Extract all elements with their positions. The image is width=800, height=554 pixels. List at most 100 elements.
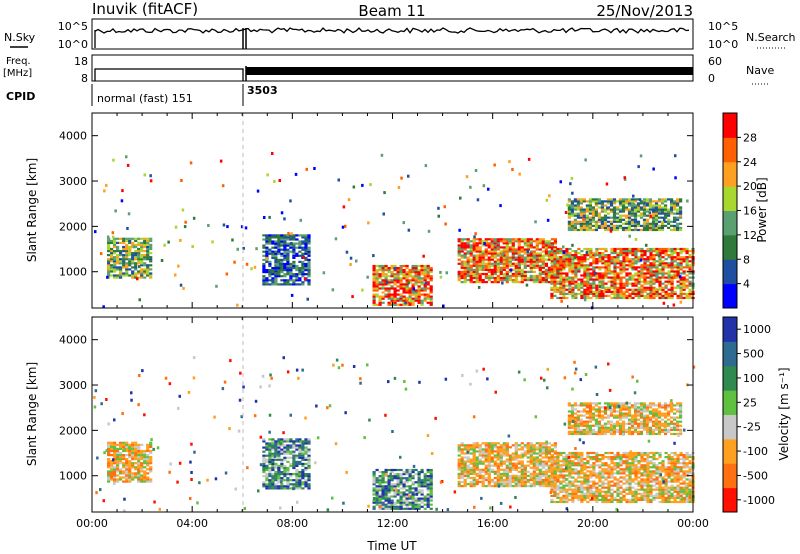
echo-cell: [640, 250, 644, 253]
echo-cell: [390, 503, 394, 506]
echo-cell: [612, 198, 617, 201]
echo-cell: [271, 254, 275, 257]
echo-cell: [381, 495, 385, 498]
echo-cell: [634, 237, 638, 241]
echo-cell: [286, 487, 290, 490]
echo-cell: [268, 442, 272, 445]
echo-cell: [302, 256, 305, 259]
echo-cell: [107, 441, 111, 444]
echo-cell: [598, 480, 602, 483]
echo-cell: [417, 289, 421, 292]
echo-cell: [402, 264, 406, 268]
echo-cell: [344, 224, 347, 228]
echo-cell: [469, 470, 473, 473]
echo-cell: [146, 245, 150, 249]
echo-cell: [544, 474, 548, 477]
echo-cell: [592, 292, 596, 295]
echo-cell: [487, 448, 491, 451]
echo-cell: [140, 451, 144, 455]
echo-cell: [280, 244, 284, 247]
echo-cell: [289, 246, 293, 249]
echo-cell: [136, 277, 139, 281]
echo-cell: [499, 478, 503, 482]
echo-cell: [134, 466, 138, 469]
echo-cell: [670, 264, 674, 267]
echo-cell: [606, 226, 611, 229]
echo-cell: [607, 474, 611, 477]
echo-cell: [396, 289, 400, 292]
echo-cell: [550, 468, 554, 471]
echo-cell: [640, 284, 644, 287]
echo-cell: [375, 477, 379, 480]
echo-cell: [103, 189, 106, 193]
echo-cell: [372, 303, 376, 306]
echo-cell: [583, 270, 587, 273]
echo-cell: [529, 448, 533, 451]
echo-cell: [583, 256, 587, 259]
echo-cell: [280, 275, 284, 278]
echo-cell: [589, 464, 593, 467]
echo-cell: [378, 269, 382, 272]
echo-cell: [511, 474, 515, 477]
echo-cell: [583, 492, 587, 495]
echo-cell: [484, 272, 488, 276]
echo-cell: [646, 286, 650, 289]
echo-cell: [146, 254, 150, 257]
echo-cell: [592, 474, 596, 477]
echo-cell: [571, 468, 575, 471]
echo-cell: [586, 480, 590, 483]
echo-cell: [571, 262, 575, 265]
echo-cell: [568, 451, 572, 455]
echo-cell: [627, 210, 632, 213]
echo-cell: [562, 488, 566, 491]
echo-cell: [574, 284, 578, 287]
echo-cell: [382, 212, 385, 216]
echo-cell: [658, 288, 662, 291]
echo-cell: [262, 262, 266, 266]
echo-cell: [487, 466, 491, 469]
echo-cell: [529, 474, 533, 477]
echo-cell: [411, 277, 415, 280]
echo-cell: [265, 246, 269, 249]
y-tick-label: 1000: [59, 266, 87, 279]
echo-cell: [550, 248, 554, 251]
echo-cell: [125, 468, 129, 471]
echo-cell: [526, 242, 530, 245]
echo-cell: [396, 267, 400, 270]
echo-cell: [289, 450, 293, 453]
echo-cell: [390, 275, 394, 278]
echo-cell: [580, 456, 584, 459]
echo-cell: [274, 262, 278, 266]
echo-cell: [426, 269, 430, 272]
echo-cell: [664, 220, 668, 223]
echo-cell: [390, 499, 394, 502]
echo-cell: [499, 266, 503, 269]
echo-cell: [601, 278, 605, 281]
echo-cell: [481, 470, 485, 473]
echo-cell: [583, 458, 587, 461]
echo-cell: [268, 238, 272, 241]
echo-cell: [589, 262, 593, 265]
echo-cell: [541, 258, 545, 261]
echo-cell: [484, 254, 488, 257]
echo-cell: [487, 474, 491, 477]
echo-cell: [502, 260, 506, 263]
echo-cell: [511, 254, 515, 257]
echo-cell: [547, 250, 551, 253]
echo-cell: [613, 247, 617, 251]
echo-cell: [598, 285, 602, 289]
echo-cell: [119, 470, 123, 473]
echo-cell: [487, 242, 491, 245]
echo-cell: [556, 290, 560, 293]
echo-cell: [576, 200, 580, 203]
echo-cell: [628, 274, 632, 277]
echo-cell: [420, 283, 424, 286]
echo-cell: [125, 262, 129, 265]
echo-cell: [625, 260, 629, 263]
echo-cell: [387, 481, 391, 484]
echo-cell: [556, 492, 560, 495]
echo-cell: [140, 237, 144, 240]
echo-cell: [429, 497, 433, 500]
echo-cell: [408, 289, 412, 292]
echo-cell: [673, 264, 677, 267]
